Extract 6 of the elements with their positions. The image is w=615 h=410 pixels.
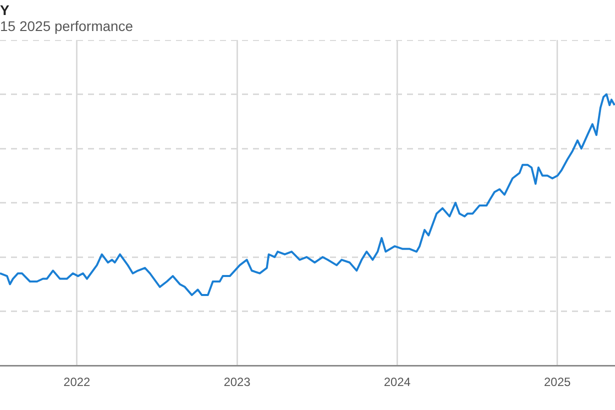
x-tick-label: 2023: [224, 375, 251, 390]
x-tick-label: 2025: [544, 375, 572, 390]
x-tick-label: 2024: [384, 375, 411, 390]
chart-title: Y: [0, 2, 10, 18]
chart-subtitle: 15 2025 performance: [0, 18, 134, 34]
x-tick-label: 2022: [64, 375, 91, 390]
